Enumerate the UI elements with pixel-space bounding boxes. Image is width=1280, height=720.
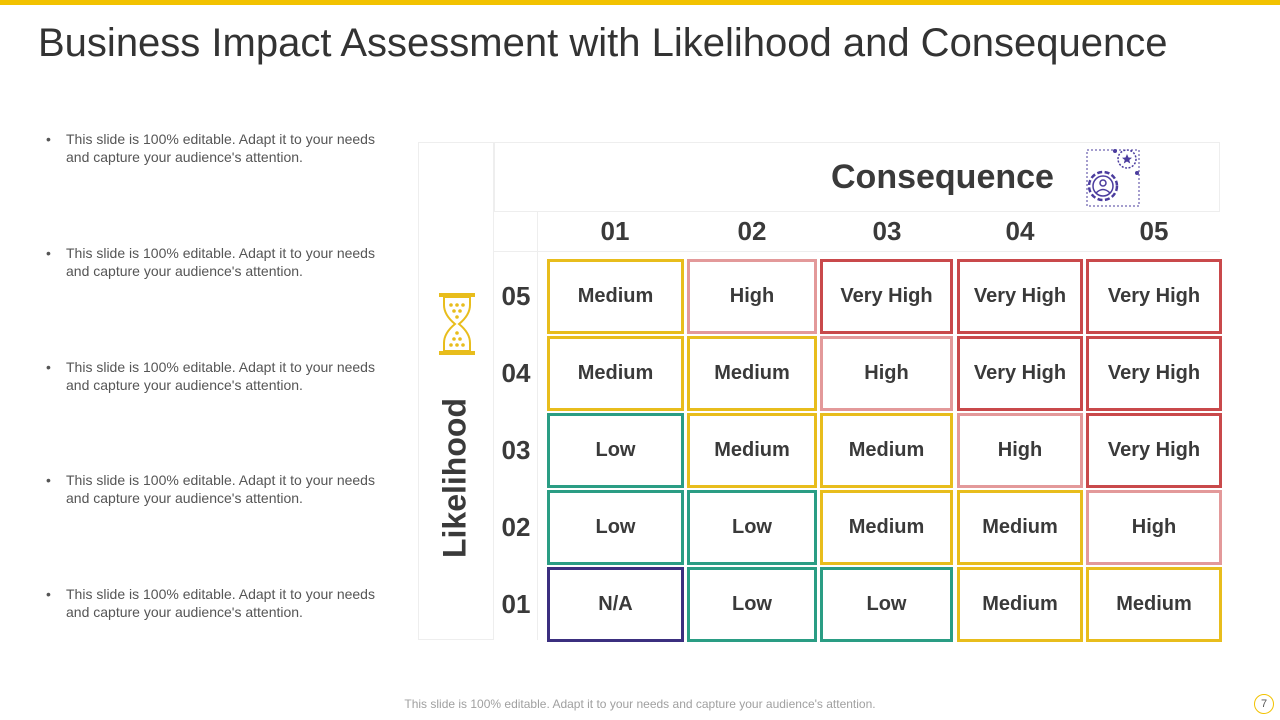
matrix-cell: High (957, 413, 1083, 488)
matrix-cell: Low (547, 413, 684, 488)
bullet-item: • This slide is 100% editable. Adapt it … (46, 244, 376, 280)
matrix-cell: Very High (1086, 336, 1222, 411)
hourglass-icon (439, 293, 475, 355)
bullet-item: • This slide is 100% editable. Adapt it … (46, 358, 376, 394)
page-number: 7 (1254, 694, 1274, 714)
matrix-cell: Very High (1086, 413, 1222, 488)
matrix-cell: Medium (1086, 567, 1222, 642)
bullet-marker: • (46, 359, 51, 375)
row-header: 02 (501, 512, 531, 542)
matrix-cell: Medium (957, 567, 1083, 642)
matrix-cell: Low (687, 490, 817, 565)
matrix-cell: High (820, 336, 953, 411)
bullet-text: This slide is 100% editable. Adapt it to… (66, 131, 375, 165)
slide-title: Business Impact Assessment with Likeliho… (38, 21, 1168, 65)
consequence-label: Consequence (831, 158, 1054, 196)
row-header: 01 (501, 589, 531, 619)
likelihood-label: Likelihood (436, 398, 473, 558)
bullet-item: • This slide is 100% editable. Adapt it … (46, 130, 376, 166)
bullet-text: This slide is 100% editable. Adapt it to… (66, 586, 375, 620)
matrix-cell: High (687, 259, 817, 334)
column-header: 03 (872, 216, 902, 246)
matrix-cell: Very High (1086, 259, 1222, 334)
column-header: 01 (600, 216, 630, 246)
matrix-cell: Very High (957, 336, 1083, 411)
matrix-cell: Very High (820, 259, 953, 334)
bullet-text: This slide is 100% editable. Adapt it to… (66, 472, 375, 506)
bullet-marker: • (46, 472, 51, 488)
likelihood-label-wrap: Likelihood (425, 393, 485, 563)
matrix-cell: Medium (547, 259, 684, 334)
likelihood-panel: Likelihood (418, 142, 494, 640)
column-header: 05 (1139, 216, 1169, 246)
matrix-cell: Medium (687, 336, 817, 411)
matrix-cell: N/A (547, 567, 684, 642)
matrix-cell: Low (687, 567, 817, 642)
gear-person-icon (1086, 149, 1140, 207)
bullet-item: • This slide is 100% editable. Adapt it … (46, 585, 376, 621)
column-header: 04 (1005, 216, 1035, 246)
row-header: 05 (501, 281, 531, 311)
matrix-cell: Medium (820, 490, 953, 565)
column-header: 02 (737, 216, 767, 246)
matrix-cell: Low (820, 567, 953, 642)
matrix-cell: Medium (687, 413, 817, 488)
consequence-panel: Consequence (494, 142, 1220, 212)
bullet-marker: • (46, 245, 51, 261)
column-header-row: 01 02 03 04 05 (494, 212, 1220, 252)
row-header-column: 05 04 03 02 01 (494, 212, 538, 640)
matrix-cell: Low (547, 490, 684, 565)
matrix-cell: Medium (957, 490, 1083, 565)
matrix-cell: Very High (957, 259, 1083, 334)
bullet-marker: • (46, 586, 51, 602)
top-accent-bar (0, 0, 1280, 5)
risk-matrix: Likelihood Consequence 01 02 03 04 05 05 04 03… (418, 142, 1222, 642)
row-header: 03 (501, 435, 531, 465)
matrix-cell: Medium (547, 336, 684, 411)
bullet-text: This slide is 100% editable. Adapt it to… (66, 359, 375, 393)
matrix-cell: High (1086, 490, 1222, 565)
matrix-cell: Medium (820, 413, 953, 488)
row-header: 04 (501, 358, 531, 388)
footer-note: This slide is 100% editable. Adapt it to… (404, 697, 876, 711)
bullet-marker: • (46, 131, 51, 147)
bullet-text: This slide is 100% editable. Adapt it to… (66, 245, 375, 279)
bullet-item: • This slide is 100% editable. Adapt it … (46, 471, 376, 507)
